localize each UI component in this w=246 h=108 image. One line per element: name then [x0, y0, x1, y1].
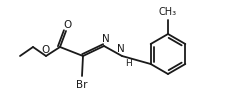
Text: O: O — [63, 20, 71, 30]
Text: O: O — [42, 45, 50, 55]
Text: N: N — [117, 44, 125, 54]
Text: H: H — [125, 59, 131, 68]
Text: Br: Br — [76, 80, 88, 90]
Text: N: N — [102, 34, 110, 44]
Text: CH₃: CH₃ — [159, 7, 177, 17]
